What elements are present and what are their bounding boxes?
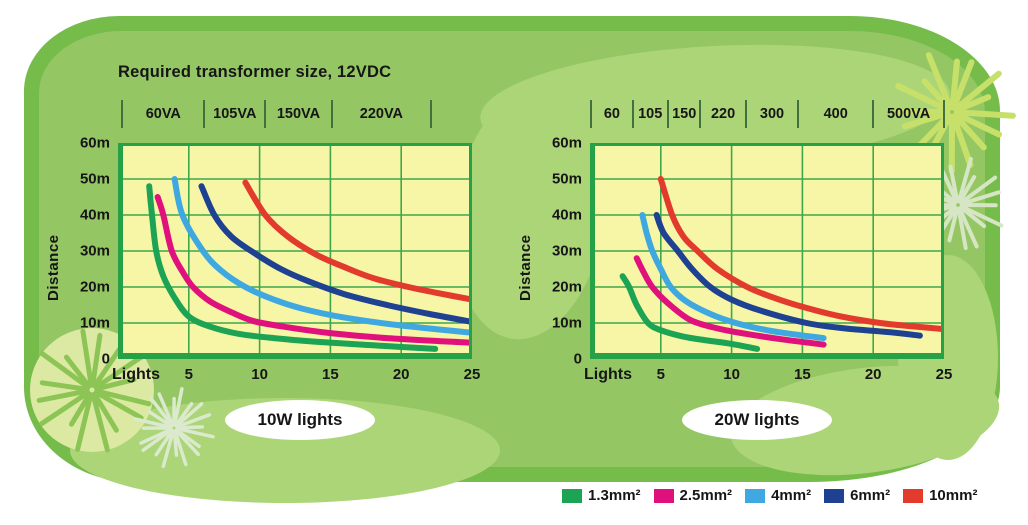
y-axis-label: 30m <box>79 242 110 260</box>
transformer-size-label: 60VA <box>145 106 181 122</box>
legend-item: 6mm² <box>824 487 890 504</box>
y-axis-label: 60m <box>551 134 582 152</box>
legend-label: 1.3mm² <box>588 487 641 504</box>
x-axis-label: 10 <box>251 366 268 383</box>
transformer-size-label: 400 <box>823 106 848 122</box>
y-axis-label: 40m <box>551 206 582 224</box>
legend-swatch <box>745 488 766 503</box>
curve-6mm2 <box>198 183 472 325</box>
curve-10mm2 <box>242 179 472 303</box>
x-axis-label: 15 <box>794 366 811 383</box>
x-axis-label: 5 <box>656 366 665 383</box>
chart-plot <box>590 143 944 359</box>
transformer-size-tick <box>429 100 432 128</box>
legend-swatch <box>903 488 924 503</box>
legend-item: 2.5mm² <box>653 487 733 504</box>
legend-label: 4mm² <box>771 487 812 504</box>
chart-caption-label: 10W lights <box>257 410 343 429</box>
legend-label: 6mm² <box>850 487 891 504</box>
transformer-size-tick <box>330 100 333 128</box>
x-axis-label: 20 <box>864 366 882 383</box>
x-axis-label: 20 <box>392 366 410 383</box>
chart-caption: 10W lights <box>225 400 375 440</box>
x-axis-title: Lights <box>112 366 160 383</box>
y-axis-label: 20m <box>79 278 110 296</box>
transformer-size-label: 150VA <box>276 106 321 122</box>
chart-plot <box>118 143 472 359</box>
y-axis-label: 50m <box>551 170 582 188</box>
chart-caption: 20W lights <box>682 400 832 440</box>
y-axis-label: 40m <box>79 206 110 224</box>
curve-2.5mm2 <box>633 255 827 348</box>
transformer-size-label: 105 <box>638 106 663 122</box>
transformer-size-label: 60 <box>603 106 620 122</box>
transformer-size-label: 150 <box>672 106 697 122</box>
x-axis-title: Lights <box>584 366 632 383</box>
curve-2.5mm2 <box>154 194 472 346</box>
x-axis-label: 15 <box>322 366 339 383</box>
x-axis-label: 25 <box>463 366 481 383</box>
legend-swatch <box>824 488 845 503</box>
x-axis-label: 25 <box>935 366 953 383</box>
y-axis-label: 10m <box>551 314 582 332</box>
legend-swatch <box>653 488 674 503</box>
transformer-size-label: 500VA <box>886 106 931 122</box>
legend-item: 1.3mm² <box>562 487 641 504</box>
transformer-size-tick <box>203 100 206 128</box>
transformer-size-tick <box>666 100 669 128</box>
y-axis-title: Distance <box>517 234 534 301</box>
transformer-size-tick <box>590 100 593 128</box>
curve-1.3mm2 <box>619 273 761 352</box>
transformer-size-tick <box>631 100 634 128</box>
legend-label: 2.5mm² <box>679 487 733 504</box>
y-axis-label: 30m <box>551 242 582 260</box>
wire-size-legend: 1.3mm² 2.5mm² 4mm² 6mm² 10mm² <box>562 487 977 504</box>
transformer-size-tick <box>264 100 267 128</box>
x-axis-label: 10 <box>723 366 740 383</box>
transformer-size-tick <box>872 100 875 128</box>
y-axis-label: 50m <box>79 170 110 188</box>
curve-10mm2 <box>657 176 944 333</box>
y-axis-label: 0 <box>101 350 110 368</box>
curve-6mm2 <box>653 212 923 339</box>
transformer-size-label: 300 <box>759 106 785 122</box>
legend-item: 4mm² <box>745 487 811 504</box>
transformer-size-label: 105VA <box>213 106 257 122</box>
y-axis-label: 20m <box>551 278 582 296</box>
curve-4mm2 <box>171 176 472 336</box>
page-title: Required transformer size, 12VDC <box>118 63 392 81</box>
transformer-size-tick <box>744 100 747 128</box>
chart-caption-label: 20W lights <box>714 410 800 429</box>
y-axis-title: Distance <box>45 234 62 301</box>
legend-swatch <box>562 488 582 503</box>
x-axis-label: 5 <box>184 366 193 383</box>
transformer-size-tick <box>699 100 702 128</box>
transformer-size-tick <box>943 100 945 128</box>
curve-1.3mm2 <box>146 183 439 352</box>
curve-4mm2 <box>639 212 827 342</box>
legend-item: 10mm² <box>903 487 977 504</box>
transformer-size-tick <box>797 100 800 128</box>
legend-label: 10mm² <box>929 487 978 504</box>
transformer-size-label: 220 <box>710 106 736 122</box>
transformer-size-label: 220VA <box>359 106 404 122</box>
y-axis-label: 10m <box>79 314 110 332</box>
transformer-size-tick <box>121 100 124 128</box>
y-axis-label: 0 <box>573 350 582 368</box>
y-axis-label: 60m <box>79 134 110 152</box>
